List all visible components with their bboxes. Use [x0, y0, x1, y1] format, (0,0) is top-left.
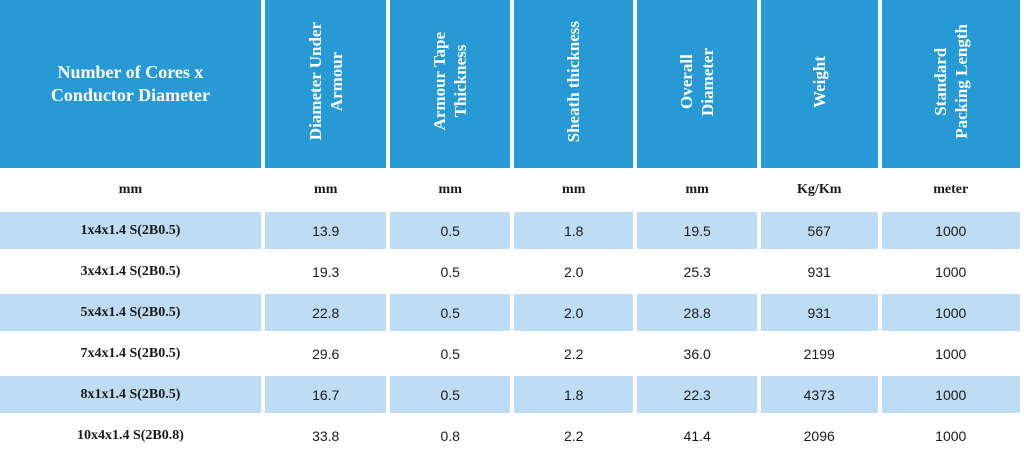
header-diameter-under-armour: Diameter Under Armour: [264, 0, 387, 168]
cell-weight: 2096: [803, 427, 835, 444]
cell-sheath: 2.0: [513, 294, 634, 331]
cell-diameter-under-armour: 16.7: [264, 376, 387, 413]
header-label: Armour Tape Thickness: [430, 32, 471, 131]
cell-overall-diameter: 19.5: [637, 212, 757, 249]
header-label: Standard Packing Length: [930, 24, 971, 139]
cell-weight: 567: [760, 212, 878, 249]
cell-sheath: 1.8: [513, 212, 634, 249]
cell-type: 3x4x1.4 S(2B0.5): [80, 263, 181, 279]
unit-cell: mm: [264, 172, 387, 208]
cell-armour-tape: 0.5: [440, 345, 460, 362]
unit-cell: mm: [390, 172, 510, 208]
cell-armour-tape: 0.5: [390, 376, 510, 413]
header-row: Number of Cores x Conductor Diameter Dia…: [0, 0, 1020, 168]
table-row: 7x4x1.4 S(2B0.5) 29.6 0.5 2.2 36.0 2199 …: [0, 335, 1020, 372]
cell-weight: 931: [807, 263, 831, 280]
unit-cell: mm: [0, 172, 261, 208]
cell-overall-diameter: 22.3: [637, 376, 757, 413]
table-row: 5x4x1.4 S(2B0.5) 22.8 0.5 2.0 28.8 931 1…: [0, 294, 1020, 331]
cell-overall-diameter: 25.3: [683, 263, 711, 280]
cell-packing-length: 1000: [881, 294, 1020, 331]
header-armour-tape-thickness: Armour Tape Thickness: [390, 0, 510, 168]
cell-packing-length: 1000: [881, 376, 1020, 413]
cell-overall-diameter: 41.4: [683, 427, 711, 444]
cell-weight: 2199: [803, 345, 835, 362]
unit-cell: mm: [513, 172, 634, 208]
cell-diameter-under-armour: 33.8: [312, 427, 340, 444]
cell-packing-length: 1000: [935, 427, 967, 444]
cell-packing-length: 1000: [881, 212, 1020, 249]
header-overall-diameter: Overall Diameter: [637, 0, 757, 168]
header-label: Diameter Under Armour: [305, 22, 346, 141]
cell-diameter-under-armour: 19.3: [312, 263, 340, 280]
cell-diameter-under-armour: 13.9: [264, 212, 387, 249]
cell-weight: 931: [760, 294, 878, 331]
unit-cell: meter: [881, 172, 1020, 208]
table-row: 8x1x1.4 S(2B0.5) 16.7 0.5 1.8 22.3 4373 …: [0, 376, 1020, 413]
cell-type: 5x4x1.4 S(2B0.5): [0, 294, 261, 331]
cell-type: 7x4x1.4 S(2B0.5): [80, 345, 181, 361]
cell-overall-diameter: 28.8: [637, 294, 757, 331]
header-label: Number of Cores x Conductor Diameter: [50, 62, 211, 105]
table-row: 1x4x1.4 S(2B0.5) 13.9 0.5 1.8 19.5 567 1…: [0, 212, 1020, 249]
cell-weight: 4373: [760, 376, 878, 413]
cell-diameter-under-armour: 22.8: [264, 294, 387, 331]
table-row: 10x4x1.4 S(2B0.8) 33.8 0.8 2.2 41.4 2096…: [0, 417, 1020, 454]
cell-armour-tape: 0.5: [390, 294, 510, 331]
table-row: 3x4x1.4 S(2B0.5) 19.3 0.5 2.0 25.3 931 1…: [0, 253, 1020, 290]
header-sheath-thickness: Sheath thickness: [513, 0, 634, 168]
cell-armour-tape: 0.5: [440, 263, 460, 280]
cell-type: 8x1x1.4 S(2B0.5): [0, 376, 261, 413]
cell-diameter-under-armour: 29.6: [312, 345, 340, 362]
unit-cell: Kg/Km: [760, 172, 878, 208]
cell-sheath: 2.2: [563, 427, 584, 444]
cell-armour-tape: 0.5: [390, 212, 510, 249]
header-label: Sheath thickness: [564, 20, 584, 143]
header-weight: Weight: [760, 0, 878, 168]
cell-sheath: 2.2: [563, 345, 584, 362]
cell-overall-diameter: 36.0: [683, 345, 711, 362]
cell-type: 10x4x1.4 S(2B0.8): [76, 427, 184, 443]
cell-armour-tape: 0.8: [440, 427, 460, 444]
cell-packing-length: 1000: [935, 345, 967, 362]
header-packing-length: Standard Packing Length: [881, 0, 1020, 168]
cell-sheath: 1.8: [513, 376, 634, 413]
header-label: Overall Diameter: [677, 47, 718, 116]
unit-cell: mm: [637, 172, 757, 208]
header-label: Weight: [809, 55, 829, 108]
header-cores-conductor: Number of Cores x Conductor Diameter: [0, 0, 261, 168]
cell-packing-length: 1000: [935, 263, 967, 280]
units-row: mm mm mm mm mm Kg/Km meter: [0, 172, 1020, 208]
cell-type: 1x4x1.4 S(2B0.5): [0, 212, 261, 249]
cell-sheath: 2.0: [563, 263, 584, 280]
